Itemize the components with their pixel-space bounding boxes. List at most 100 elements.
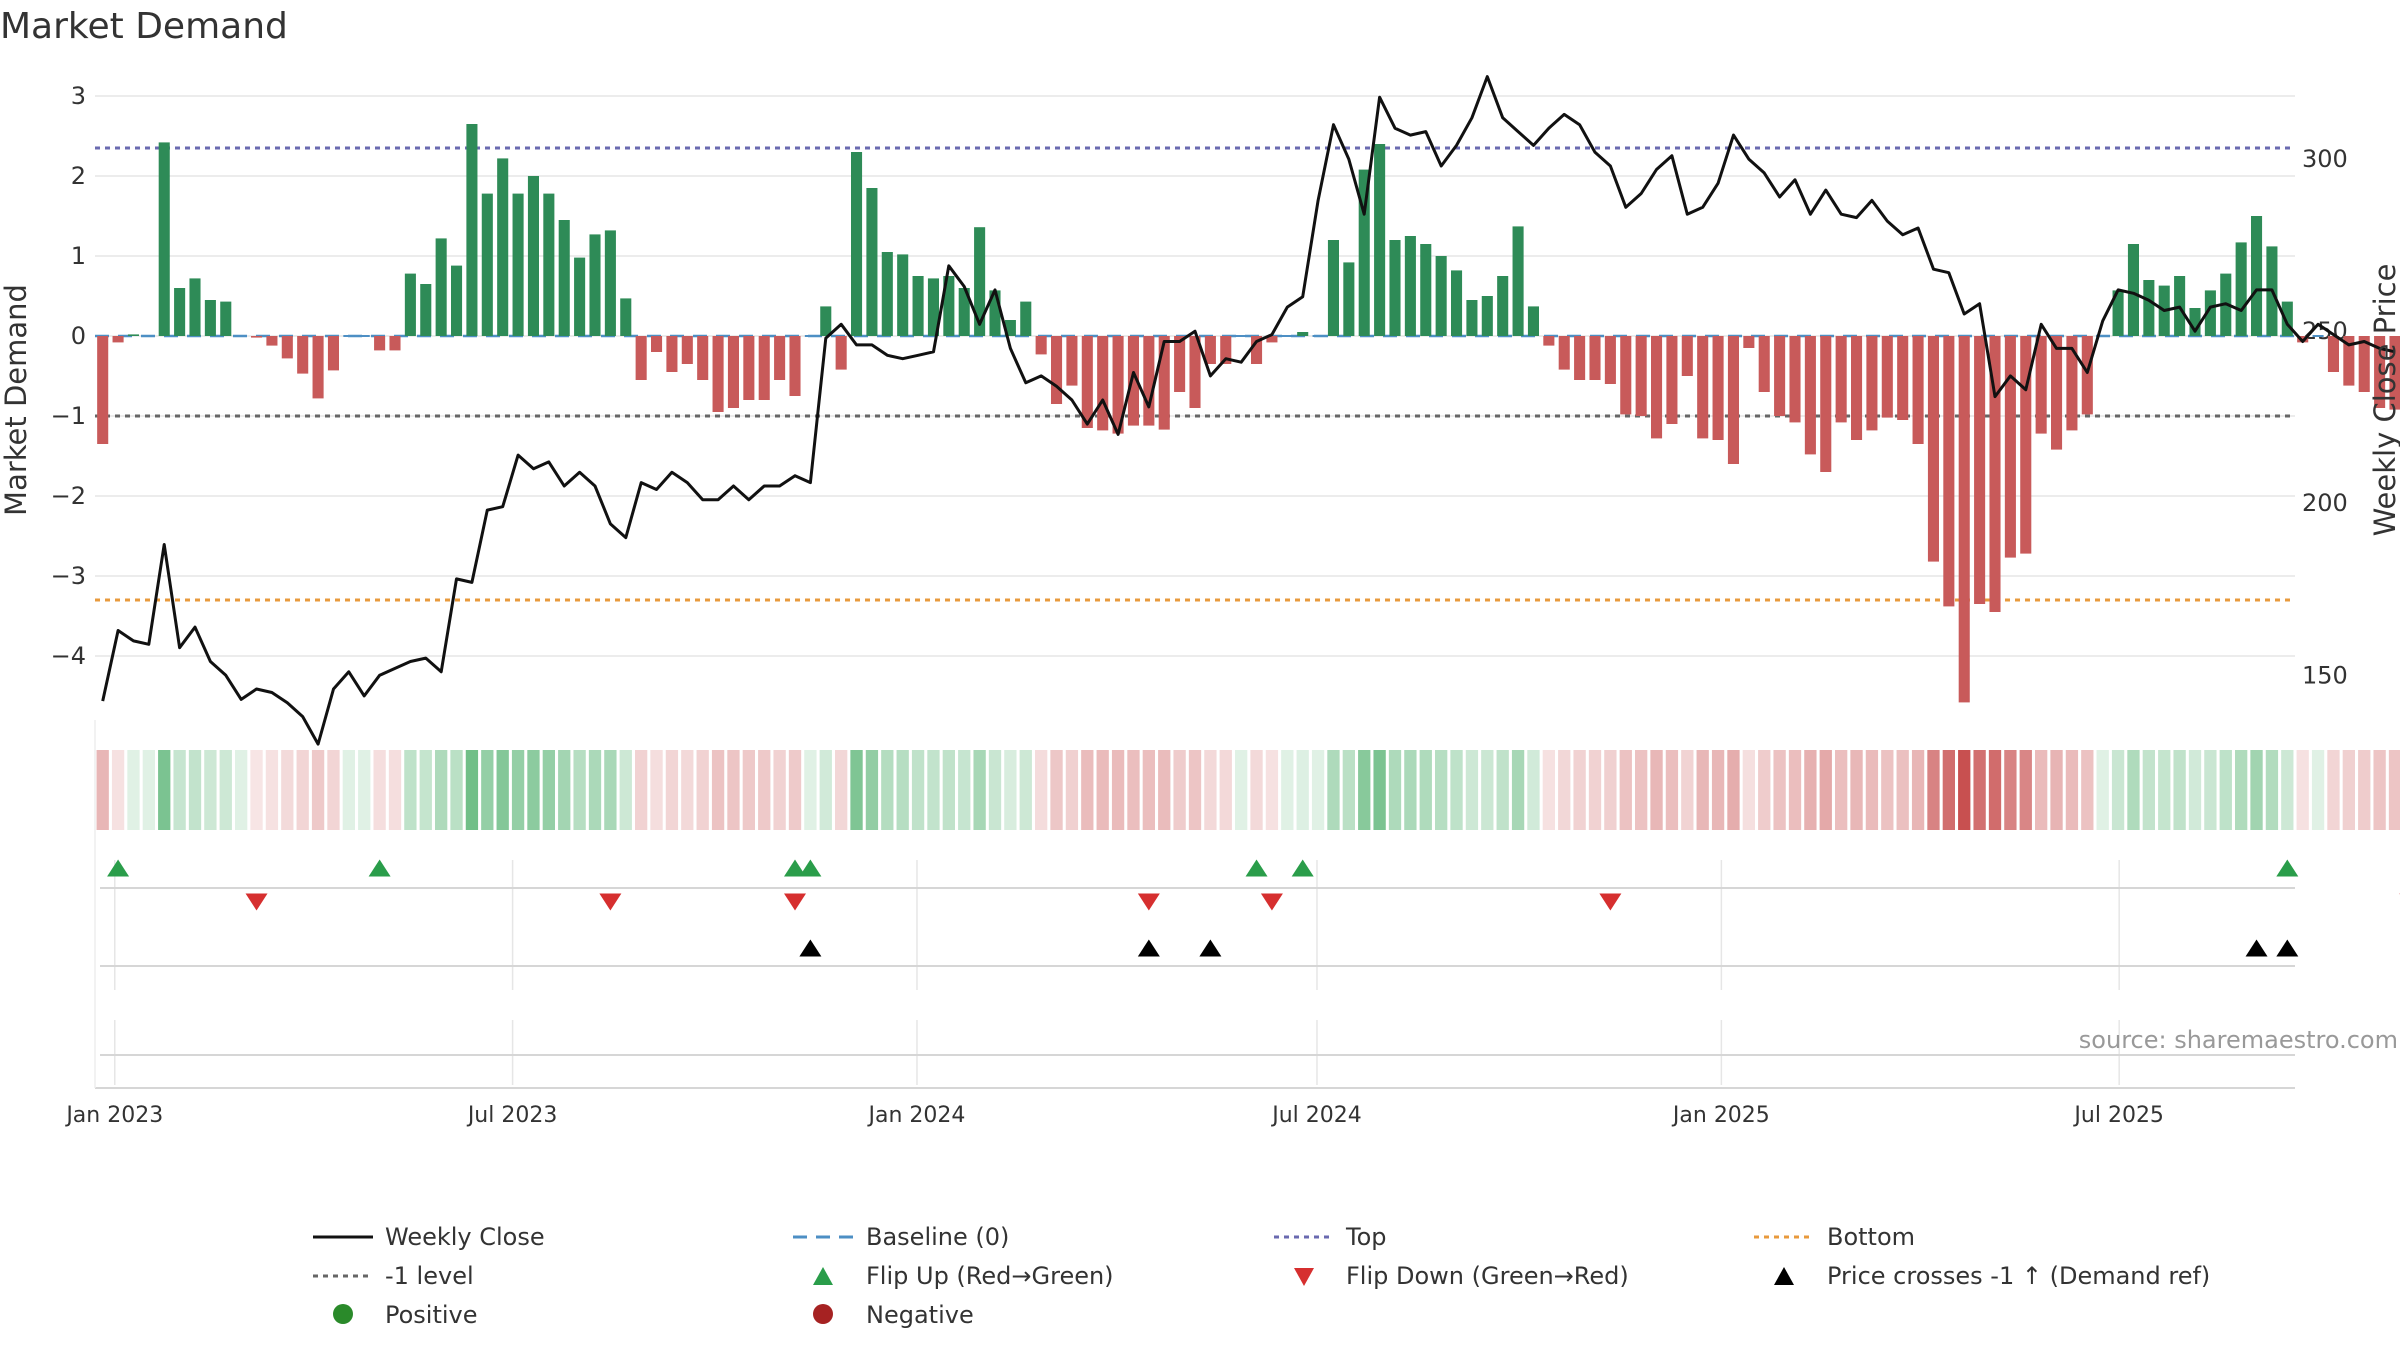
flip-up-marker xyxy=(1245,859,1268,877)
flip-up-marker xyxy=(107,859,130,877)
heat-strip-cell xyxy=(358,750,371,830)
heat-strip-cell xyxy=(1404,750,1417,830)
heat-strip-cell xyxy=(896,750,909,830)
y-tick-label: −3 xyxy=(51,562,86,590)
price-cross-marker xyxy=(1199,939,1222,957)
heat-strip-cell xyxy=(681,750,694,830)
demand-bar xyxy=(681,336,693,364)
heat-strip-cell xyxy=(1235,750,1248,830)
x-tick-label: Jul 2024 xyxy=(1270,1103,1362,1128)
flip-down-marker xyxy=(1137,893,1160,911)
demand-bar xyxy=(881,252,893,336)
demand-bar xyxy=(1020,301,1032,336)
y-axis-ticks: 3 2 1 0 −1 −2 −3 −4 xyxy=(51,82,86,670)
heat-strip-cell xyxy=(727,750,740,830)
heat-strip-cell xyxy=(1327,750,1340,830)
demand-bar xyxy=(866,188,878,336)
heat-strip-cell xyxy=(2111,750,2125,830)
demand-bar xyxy=(2097,335,2109,337)
price-cross-marker xyxy=(1137,939,1160,957)
heat-strip-cell xyxy=(142,750,155,830)
demand-bar xyxy=(712,336,724,412)
y-tick-label: 0 xyxy=(71,322,86,350)
demand-bar xyxy=(235,335,247,337)
demand-bar xyxy=(1389,240,1401,336)
demand-bar xyxy=(1312,335,1324,337)
demand-bar xyxy=(2312,335,2324,337)
demand-bar xyxy=(374,336,386,351)
weekly-close-line xyxy=(101,75,2396,746)
demand-bar xyxy=(2235,242,2247,336)
heat-strip-cell xyxy=(1942,750,1955,830)
heat-strip-cell xyxy=(711,750,725,830)
heat-strip-cell xyxy=(1527,750,1540,830)
y-tick-label: −1 xyxy=(51,402,86,430)
flip-down-marker xyxy=(245,893,268,911)
heat-strip-cell xyxy=(2158,750,2171,830)
signal-markers xyxy=(107,859,2400,957)
demand-bar xyxy=(2297,336,2309,343)
heat-strip-cell xyxy=(2019,750,2032,830)
flip-down-marker xyxy=(599,893,622,911)
demand-bar xyxy=(2327,336,2339,372)
heat-strip-cell xyxy=(1142,750,1155,830)
demand-bar xyxy=(174,288,186,336)
heat-strip-cell xyxy=(419,750,432,830)
heat-strip-cell xyxy=(1096,750,1109,830)
heat-strip-cell xyxy=(2358,750,2371,830)
x-tick-label: Jan 2024 xyxy=(867,1103,966,1128)
demand-bar xyxy=(1127,336,1139,426)
heat-strip-cell xyxy=(1188,750,1202,830)
heat-strip-cell xyxy=(1250,750,1263,830)
legend-flip-up-icon xyxy=(813,1267,833,1285)
demand-bar xyxy=(1327,240,1339,336)
heat-strip-cell xyxy=(1358,750,1371,830)
heat-strip-cell xyxy=(650,750,663,830)
heat-strip-cell xyxy=(1896,750,1909,830)
demand-bar xyxy=(789,336,801,396)
demand-bar xyxy=(897,254,909,336)
demand-bar xyxy=(2035,336,2047,434)
demand-bar xyxy=(1035,336,1047,355)
heat-strip-cell xyxy=(850,750,863,830)
heat-strip-cell xyxy=(1158,750,1171,830)
demand-bar xyxy=(97,336,109,444)
demand-bar xyxy=(1851,336,1863,440)
demand-bar xyxy=(666,336,678,372)
flip-up-marker xyxy=(368,859,391,877)
heat-strip-cell xyxy=(496,750,509,830)
y-tick-label: 1 xyxy=(71,242,86,270)
x-tick-label: Jul 2023 xyxy=(466,1103,558,1128)
heat-strip-cell xyxy=(2081,750,2094,830)
demand-bar xyxy=(2358,336,2370,392)
heat-strip-cell xyxy=(1204,750,1217,830)
demand-bar xyxy=(558,220,570,336)
demand-bar xyxy=(697,336,709,380)
heat-strip-cell xyxy=(742,750,755,830)
y-tick-label: −2 xyxy=(51,482,86,510)
heat-strip-cell xyxy=(1758,750,1771,830)
demand-bar xyxy=(943,276,955,336)
demand-bar xyxy=(758,336,770,400)
legend-price-cross: Price crosses -1 ↑ (Demand ref) xyxy=(1827,1262,2210,1290)
demand-bar xyxy=(1774,336,1786,416)
heat-strip-cell xyxy=(2327,750,2340,830)
demand-bar xyxy=(958,288,970,336)
demand-bar xyxy=(1189,336,1201,408)
heat-strip-cell xyxy=(435,750,448,830)
price-cross-marker xyxy=(799,939,822,957)
legend-negative: Negative xyxy=(866,1301,974,1329)
demand-bar xyxy=(1251,336,1263,364)
heat-strip-cell xyxy=(1496,750,1509,830)
demand-bar xyxy=(574,257,586,336)
y2-tick-label: 300 xyxy=(2302,145,2348,173)
demand-bar xyxy=(1927,336,1939,562)
heat-strip-cell xyxy=(2065,750,2079,830)
demand-bar xyxy=(343,335,355,337)
demand-bar xyxy=(1789,336,1801,423)
demand-bar xyxy=(1066,336,1078,386)
demand-bar xyxy=(727,336,739,408)
demand-bar xyxy=(1281,335,1293,337)
heat-strip-cell xyxy=(2127,750,2140,830)
y2-tick-label: 150 xyxy=(2302,661,2348,689)
